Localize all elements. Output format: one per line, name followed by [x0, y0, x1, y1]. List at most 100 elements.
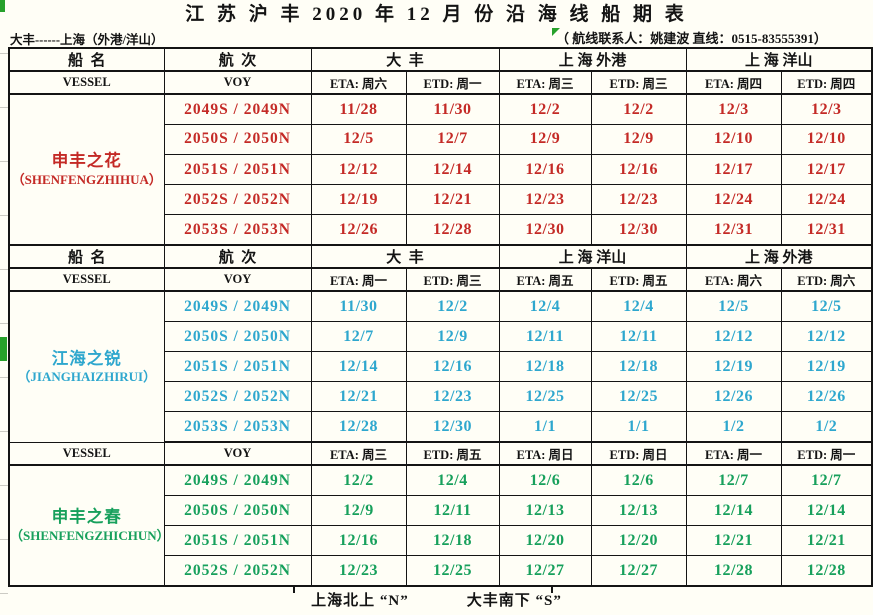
eta-header-cell: ETA: 周五: [498, 267, 592, 293]
date-cell: 12/6: [590, 464, 687, 496]
port-header-cell: 上 海 洋山: [685, 46, 873, 73]
schedule-table: 船 名 航 次 大 丰 上 海 外港 上 海 洋山 VESSEL VOY ETA…: [8, 46, 873, 588]
date-cell: 12/16: [498, 154, 592, 186]
date-cell: 12/30: [498, 214, 592, 247]
voy-cell: 2050S / 2050N: [163, 320, 312, 353]
date-cell: 1/1: [498, 411, 592, 444]
date-cell: 12/11: [498, 320, 592, 353]
table-row: 2051S / 2051N 12/16 12/18 12/20 12/20 12…: [9, 525, 873, 557]
table-row: 2053S / 2053N 12/28 12/30 1/1 1/1 1/2 1/…: [9, 411, 873, 444]
gridline-stub: [551, 586, 553, 593]
date-cell: 12/4: [498, 290, 592, 323]
date-cell: 12/13: [590, 494, 687, 527]
eta-header-cell: ETA: 周六: [685, 267, 782, 293]
date-cell: 12/21: [780, 525, 873, 557]
date-cell: 12/9: [498, 123, 592, 156]
date-cell: 12/2: [498, 93, 592, 125]
header-vessel-cn: 船 名: [8, 46, 165, 73]
vessel-name-cell: 申丰之花 （SHENFENGZHIHUA）: [8, 93, 165, 246]
date-cell: 12/25: [498, 381, 592, 413]
vessel-name-cn: 申丰之花: [51, 151, 122, 171]
date-cell: 12/4: [405, 464, 500, 496]
date-cell: 12/9: [590, 123, 687, 156]
table-row: VESSEL VOY ETA: 周三 ETD: 周五 ETA: 周日 ETD: …: [8, 441, 873, 467]
date-cell: 12/28: [685, 555, 782, 588]
date-cell: 12/24: [685, 184, 782, 216]
date-cell: 12/14: [685, 494, 782, 527]
date-cell: 12/19: [685, 351, 782, 383]
etd-header-cell: ETD: 周五: [590, 267, 687, 293]
vessel-name-en: （SHENFENGZHICHUN）: [10, 527, 164, 543]
date-cell: 12/20: [590, 525, 687, 557]
date-cell: 12/28: [310, 411, 407, 444]
date-cell: 12/28: [780, 555, 873, 588]
port-header-cell: 大 丰: [310, 244, 500, 270]
date-cell: 1/2: [780, 411, 873, 444]
table-row: 2050S / 2050N 12/5 12/7 12/9 12/9 12/10 …: [9, 123, 873, 156]
date-cell: 12/2: [405, 290, 500, 323]
header-voy-cn: 航 次: [163, 244, 312, 270]
date-cell: 12/4: [590, 290, 687, 323]
route-label: 大丰------上海（外港/洋山）: [10, 33, 164, 47]
date-cell: 12/26: [310, 214, 407, 247]
vessel-name-cell: 江海之锐 （JIANGHAIZHIRUI）: [8, 290, 165, 443]
table-row: 船 名 航 次 大 丰 上 海 洋山 上 海 外港: [8, 244, 873, 270]
date-cell: 12/19: [780, 351, 873, 383]
date-cell: 12/5: [685, 290, 782, 323]
port-header-cell: 上 海 洋山: [498, 244, 687, 270]
port-header-cell: 上 海 外港: [498, 46, 687, 73]
etd-header-cell: ETD: 周一: [405, 70, 500, 96]
date-cell: 12/12: [780, 320, 873, 353]
voy-cell: 2049S / 2049N: [163, 464, 312, 496]
date-cell: 12/23: [310, 555, 407, 588]
subtitle-row: 大丰------上海（外港/洋山） （ 航线联系人：姚建波 直线：0515-83…: [0, 28, 873, 47]
date-cell: 12/6: [498, 464, 592, 496]
contact-info: （ 航线联系人：姚建波 直线：0515-83555391）: [556, 31, 827, 46]
header-vessel-en: VESSEL: [8, 441, 165, 467]
footer-legend: 上海北上 “N” 大丰南下 “S”: [0, 589, 873, 610]
date-cell: 12/16: [310, 525, 407, 557]
header-vessel-cn: 船 名: [8, 244, 165, 270]
vessel-name-cn: 江海之锐: [51, 348, 122, 368]
date-cell: 12/2: [590, 93, 687, 125]
date-cell: 12/5: [780, 290, 873, 323]
voy-cell: 2050S / 2050N: [163, 494, 312, 527]
section-shenfengzhihua: 船 名 航 次 大 丰 上 海 外港 上 海 洋山 VESSEL VOY ETA…: [8, 46, 873, 247]
etd-header-cell: ETD: 周日: [590, 441, 687, 467]
header-vessel-en: VESSEL: [8, 70, 165, 96]
eta-header-cell: ETA: 周四: [685, 70, 782, 96]
spreadsheet-left-margin: [0, 0, 8, 615]
date-cell: 12/21: [310, 381, 407, 413]
table-row: 申丰之花 （SHENFENGZHIHUA） 2049S / 2049N 11/2…: [8, 93, 873, 246]
date-cell: 12/28: [405, 214, 500, 247]
eta-header-cell: ETA: 周三: [310, 441, 407, 467]
date-cell: 12/24: [780, 184, 873, 216]
northbound-note: 上海北上 “N”: [311, 593, 409, 609]
date-cell: 12/11: [590, 320, 687, 353]
date-cell: 12/21: [685, 525, 782, 557]
date-cell: 12/12: [310, 154, 407, 186]
date-cell: 12/18: [498, 351, 592, 383]
table-row: 申丰之春 （SHENFENGZHICHUN） 2049S / 2049N 12/…: [8, 464, 873, 587]
date-cell: 12/14: [780, 494, 873, 527]
date-cell: 12/30: [590, 214, 687, 247]
date-cell: 11/28: [310, 93, 407, 125]
vessel-name-cn: 申丰之春: [51, 507, 122, 527]
date-cell: 12/23: [405, 381, 500, 413]
date-cell: 12/27: [590, 555, 687, 588]
date-cell: 1/1: [590, 411, 687, 444]
etd-header-cell: ETD: 周六: [780, 267, 873, 293]
excel-corner-mark-icon: [0, 0, 5, 12]
table-row: 2051S / 2051N 12/12 12/14 12/16 12/16 12…: [9, 154, 873, 186]
voy-cell: 2051S / 2051N: [163, 154, 312, 186]
date-cell: 12/27: [498, 555, 592, 588]
excel-cell-flag-icon: [552, 28, 560, 36]
section-jianghaizhirui: 船 名 航 次 大 丰 上 海 洋山 上 海 外港 VESSEL VOY ETA…: [8, 244, 873, 444]
voy-cell: 2049S / 2049N: [163, 290, 312, 323]
southbound-note: 大丰南下 “S”: [466, 593, 562, 609]
date-cell: 12/18: [405, 525, 500, 557]
date-cell: 12/3: [780, 93, 873, 125]
etd-header-cell: ETD: 周三: [405, 267, 500, 293]
port-header-cell: 大 丰: [310, 46, 500, 73]
